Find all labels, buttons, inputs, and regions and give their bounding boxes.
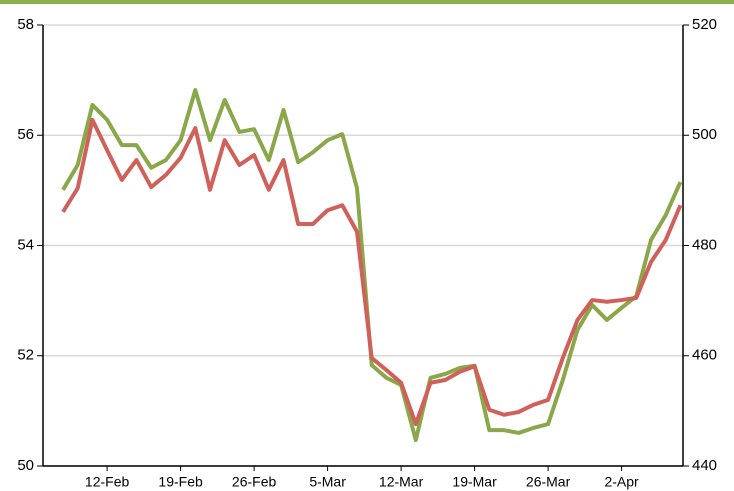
y-tick-label: 54	[17, 236, 34, 253]
y2-tick-label: 500	[692, 126, 717, 143]
y2-tick-label: 480	[692, 236, 717, 253]
y2-tick-label: 520	[692, 16, 717, 33]
series-line	[61, 88, 683, 443]
y2-tick-label: 440	[692, 457, 717, 474]
y-tick-label: 56	[17, 126, 34, 143]
x-tick-label: 12-Feb	[85, 474, 130, 490]
series-line	[61, 117, 683, 427]
y-tick-label: 52	[17, 347, 34, 364]
x-tick-label: 19-Feb	[158, 474, 203, 490]
x-tick-label: 19-Mar	[452, 474, 497, 490]
top-bar	[0, 0, 734, 4]
y-tick-label: 50	[17, 457, 34, 474]
x-tick-label: 2-Apr	[604, 474, 639, 490]
x-tick-label: 12-Mar	[379, 474, 424, 490]
x-tick-label: 5-Mar	[309, 474, 346, 490]
y-tick-label: 58	[17, 16, 34, 33]
x-tick-label: 26-Feb	[232, 474, 277, 490]
y2-tick-label: 460	[692, 347, 717, 364]
x-tick-label: 26-Mar	[526, 474, 571, 490]
